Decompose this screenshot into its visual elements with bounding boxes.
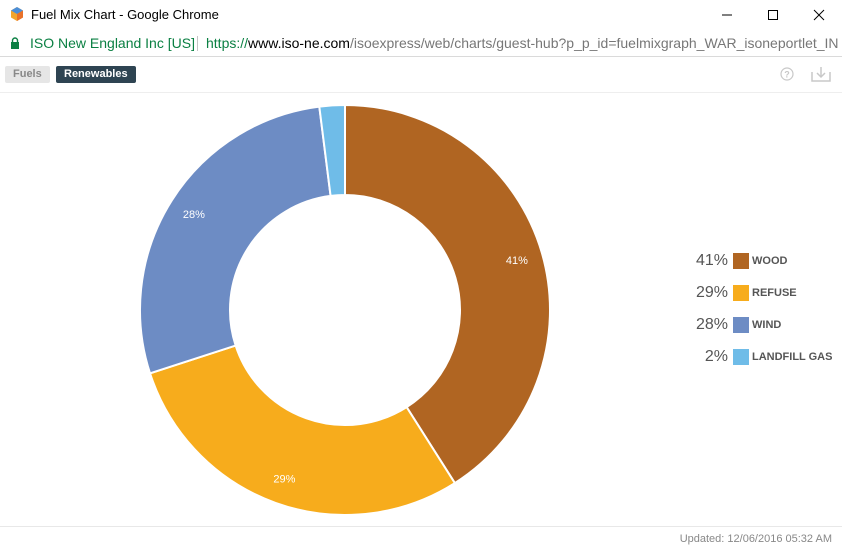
svg-text:?: ? (784, 70, 790, 80)
legend-value: 29% (695, 284, 728, 301)
legend-label: WIND (752, 319, 782, 331)
url-host: www.iso-ne.com (248, 35, 350, 51)
maximize-icon (768, 10, 778, 20)
download-icon[interactable] (811, 66, 831, 82)
legend-value: 28% (695, 316, 728, 333)
donut-chart: 41% 29% 28% (139, 103, 551, 516)
address-separator (197, 36, 198, 51)
lock-icon (11, 37, 19, 49)
slice-landfill-gas[interactable] (318, 103, 346, 198)
tab-renewables[interactable]: Renewables (56, 66, 136, 83)
window-titlebar: Fuel Mix Chart - Google Chrome (0, 0, 842, 30)
close-button[interactable] (796, 0, 842, 30)
slice-refuse[interactable] (148, 344, 457, 516)
minimize-icon (722, 14, 732, 16)
maximize-button[interactable] (750, 0, 796, 30)
chart-footer: Updated: 12/06/2016 05:32 AM (0, 526, 842, 554)
url-text[interactable]: https://www.iso-ne.com/isoexpress/web/ch… (206, 35, 838, 51)
updated-timestamp: Updated: 12/06/2016 05:32 AM (679, 533, 832, 545)
legend-swatch (733, 317, 749, 333)
legend-swatch (733, 349, 749, 365)
slice-wood[interactable] (344, 103, 551, 485)
legend-label: LANDFILL GAS (752, 351, 833, 363)
window-title: Fuel Mix Chart - Google Chrome (31, 7, 219, 22)
slice-data-label: 28% (183, 209, 205, 221)
legend-label: REFUSE (752, 287, 797, 299)
legend-value: 2% (704, 348, 728, 365)
slice-wind[interactable] (139, 105, 332, 375)
legend-swatch (733, 285, 749, 301)
app-icon (11, 7, 23, 21)
tab-fuels[interactable]: Fuels (5, 66, 50, 83)
minimize-button[interactable] (704, 0, 750, 30)
url-path: /isoexpress/web/charts/guest-hub?p_p_id=… (349, 35, 838, 51)
close-icon (813, 9, 825, 21)
site-identity[interactable]: ISO New England Inc [US] (30, 35, 195, 51)
chart-area: 41% 29% 28% 41% WOOD 29% REFUSE 28% WIND 2… (0, 94, 842, 526)
slice-data-label: 29% (273, 473, 295, 485)
address-bar[interactable]: ISO New England Inc [US] https://www.iso… (0, 30, 842, 57)
chart-toolbar: Fuels Renewables ? (0, 57, 842, 93)
help-circle-icon[interactable]: ? (780, 67, 794, 81)
slice-data-label: 41% (506, 255, 528, 267)
legend-value: 41% (695, 252, 728, 269)
url-scheme: https:// (206, 35, 249, 51)
legend-swatch (733, 253, 749, 269)
legend-label: WOOD (752, 255, 788, 267)
